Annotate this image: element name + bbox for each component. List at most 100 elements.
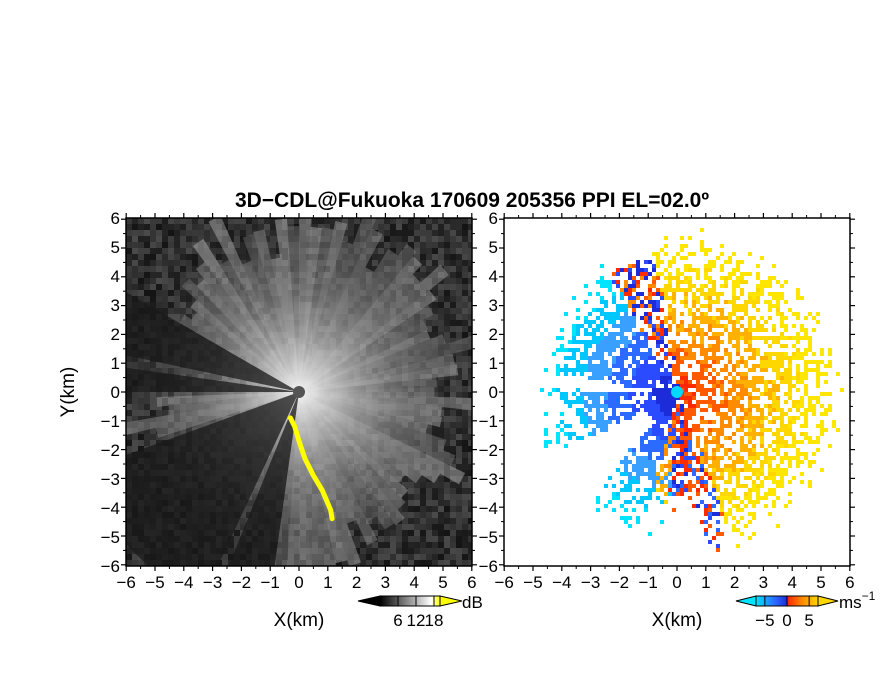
velocity-cell — [728, 404, 732, 408]
snr-noise-cell — [144, 218, 150, 224]
snr-noise-cell — [174, 242, 180, 248]
snr-noise-cell — [126, 440, 132, 446]
snr-noise-cell — [462, 248, 468, 254]
velocity-cell — [668, 372, 672, 376]
snr-noise-cell — [438, 554, 444, 560]
snr-noise-cell — [402, 230, 408, 236]
velocity-cell — [712, 368, 716, 372]
snr-noise-cell — [162, 224, 168, 230]
snr-noise-cell — [186, 248, 192, 254]
snr-noise-cell — [456, 470, 462, 476]
snr-noise-cell — [432, 242, 438, 248]
snr-noise-cell — [366, 560, 372, 566]
snr-noise-cell — [210, 230, 216, 236]
velocity-cell — [696, 360, 700, 364]
snr-noise-cell — [450, 302, 456, 308]
snr-noise-cell — [150, 260, 156, 266]
velocity-cell — [608, 288, 612, 292]
snr-noise-cell — [132, 278, 138, 284]
velocity-cell — [804, 456, 808, 460]
y-tick-label: −3 — [101, 470, 120, 489]
snr-noise-cell — [144, 236, 150, 242]
velocity-cell — [804, 420, 808, 424]
snr-noise-cell — [408, 554, 414, 560]
x-tick-label: 1 — [323, 573, 332, 592]
velocity-cell — [684, 352, 688, 356]
velocity-cell — [736, 328, 740, 332]
snr-noise-cell — [468, 254, 472, 260]
snr-noise-cell — [432, 518, 438, 524]
snr-noise-cell — [138, 260, 144, 266]
snr-noise-cell — [468, 488, 472, 494]
snr-noise-cell — [456, 254, 462, 260]
snr-noise-cell — [444, 278, 450, 284]
snr-noise-cell — [252, 218, 258, 224]
snr-noise-cell — [468, 236, 472, 242]
velocity-cell — [792, 352, 796, 356]
velocity-cell — [796, 408, 800, 412]
snr-noise-cell — [402, 530, 408, 536]
velocity-cell — [664, 268, 668, 272]
velocity-cell — [680, 256, 684, 260]
velocity-cell — [764, 492, 768, 496]
snr-noise-cell — [468, 554, 472, 560]
snr-noise-cell — [462, 302, 468, 308]
snr-noise-cell — [216, 230, 222, 236]
snr-noise-cell — [144, 296, 150, 302]
snr-noise-cell — [156, 218, 162, 224]
snr-noise-cell — [438, 230, 444, 236]
snr-noise-cell — [456, 266, 462, 272]
snr-noise-cell — [414, 254, 420, 260]
velocity-cell — [720, 368, 724, 372]
snr-noise-cell — [132, 266, 138, 272]
velocity-cell — [632, 468, 636, 472]
velocity-cell — [644, 304, 648, 308]
snr-noise-cell — [180, 236, 186, 242]
snr-noise-cell — [150, 290, 156, 296]
velocity-cell — [820, 360, 824, 364]
snr-noise-cell — [138, 272, 144, 278]
snr-noise-cell — [126, 254, 132, 260]
velocity-cell — [748, 448, 752, 452]
velocity-cell — [600, 300, 604, 304]
snr-noise-cell — [138, 560, 144, 566]
velocity-cell — [732, 304, 736, 308]
velocity-cell — [700, 408, 704, 412]
snr-noise-cell — [468, 242, 472, 248]
snr-noise-cell — [402, 218, 408, 224]
snr-noise-cell — [126, 230, 132, 236]
snr-noise-cell — [468, 476, 472, 482]
x-tick-label: 3 — [381, 573, 390, 592]
snr-noise-cell — [426, 218, 432, 224]
snr-noise-cell — [468, 350, 472, 356]
snr-noise-cell — [462, 308, 468, 314]
velocity-cell — [652, 364, 656, 368]
velocity-cell — [632, 372, 636, 376]
velocity-cell — [804, 436, 808, 440]
snr-noise-cell — [186, 218, 192, 224]
snr-noise-cell — [384, 224, 390, 230]
snr-noise-cell — [456, 518, 462, 524]
snr-noise-cell — [468, 518, 472, 524]
snr-noise-cell — [444, 536, 450, 542]
snr-noise-cell — [384, 230, 390, 236]
snr-noise-cell — [408, 236, 414, 242]
velocity-cell — [704, 456, 708, 460]
snr-noise-cell — [156, 260, 162, 266]
velocity-cell — [588, 396, 592, 400]
snr-noise-cell — [462, 266, 468, 272]
snr-noise-cell — [162, 272, 168, 278]
velocity-cell — [628, 480, 632, 484]
velocity-cell — [732, 300, 736, 304]
snr-noise-cell — [150, 248, 156, 254]
snr-noise-cell — [156, 236, 162, 242]
snr-noise-cell — [396, 242, 402, 248]
velocity-cell — [584, 332, 588, 336]
snr-noise-cell — [138, 248, 144, 254]
snr-noise-cell — [468, 260, 472, 266]
snr-noise-cell — [168, 230, 174, 236]
velocity-cell — [676, 412, 680, 416]
velocity-cell — [768, 472, 772, 476]
velocity-cell — [600, 280, 604, 284]
snr-noise-cell — [396, 536, 402, 542]
